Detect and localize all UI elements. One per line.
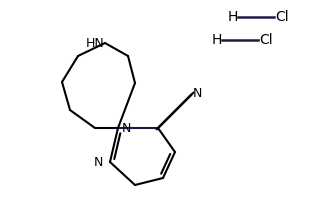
Text: Cl: Cl: [259, 33, 273, 47]
Text: N: N: [192, 86, 202, 99]
Text: N: N: [121, 121, 131, 134]
Text: H: H: [212, 33, 222, 47]
Text: Cl: Cl: [275, 10, 289, 24]
Text: H: H: [228, 10, 238, 24]
Text: HN: HN: [86, 37, 104, 50]
Text: N: N: [93, 156, 103, 169]
